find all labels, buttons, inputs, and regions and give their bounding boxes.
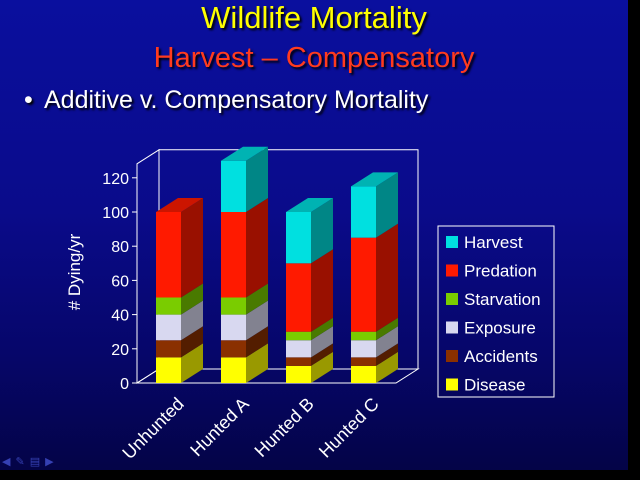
bar-segment-starvation <box>156 297 181 315</box>
bar-segment-exposure <box>221 314 246 341</box>
bar-segment-harvest <box>351 186 376 238</box>
y-tick-label: 20 <box>111 342 129 359</box>
legend-swatch-disease <box>446 378 458 391</box>
y-tick-label: 60 <box>111 273 129 290</box>
bar-segment-predation <box>156 212 181 298</box>
legend-label: Accidents <box>464 347 538 366</box>
bar-side-accidents <box>376 343 398 366</box>
y-tick-label: 80 <box>111 239 129 256</box>
bar-side-accidents <box>311 343 333 366</box>
bullet-dot: • <box>24 86 33 114</box>
x-tick-label: Hunted B <box>251 394 318 461</box>
bar-segment-harvest <box>221 160 246 212</box>
y-axis-label: # Dying/yr <box>65 233 84 310</box>
bar-side-harvest <box>376 172 398 238</box>
bar-segment-starvation <box>221 297 246 315</box>
bar-side-disease <box>181 343 203 383</box>
bar-top-hunted-b <box>286 198 333 212</box>
bar-side-predation <box>311 249 333 332</box>
legend-label: Disease <box>464 376 525 395</box>
bar-side-disease <box>311 351 333 383</box>
bar-side-disease <box>246 343 268 383</box>
slide-subtitle: Harvest – Compensatory <box>153 42 475 74</box>
bar-segment-starvation <box>286 331 311 341</box>
bar-side-starvation <box>246 283 268 315</box>
bullet-item: • Additive v. Compensatory Mortality <box>24 86 428 115</box>
bar-segment-harvest <box>286 212 311 264</box>
y-tick-label: 100 <box>102 205 129 222</box>
legend-box <box>437 225 555 398</box>
legend-label: Starvation <box>464 290 541 309</box>
screen-border-bottom <box>0 470 640 480</box>
bar-segment-exposure <box>156 314 181 341</box>
bar-side-accidents <box>181 326 203 358</box>
bar-segment-predation <box>286 263 311 332</box>
bar-side-predation <box>181 198 203 298</box>
bar-side-predation <box>246 198 268 298</box>
legend-swatch-predation <box>446 264 458 277</box>
bar-segment-exposure <box>351 340 376 358</box>
bar-side-disease <box>376 351 398 383</box>
bar-side-starvation <box>376 317 398 341</box>
bar-side-starvation <box>311 317 333 341</box>
arrow-left-icon[interactable]: ◀ <box>2 456 11 468</box>
chart-side-wall <box>136 148 160 384</box>
y-tick-label: 120 <box>102 171 129 188</box>
bar-side-exposure <box>311 326 333 358</box>
bar-segment-disease <box>156 357 181 383</box>
bar-segment-accidents <box>156 340 181 358</box>
legend-label: Exposure <box>464 319 536 338</box>
slide-title: Wildlife Mortality <box>201 0 427 35</box>
bar-side-accidents <box>246 326 268 358</box>
bar-side-predation <box>376 223 398 332</box>
bar-top-hunted-c <box>351 172 398 187</box>
bar-side-starvation <box>181 283 203 315</box>
bar-segment-disease <box>351 365 376 383</box>
legend-label: Predation <box>464 262 537 281</box>
x-tick-label: Hunted A <box>186 394 253 461</box>
legend-swatch-exposure <box>446 321 458 334</box>
bar-segment-predation <box>221 212 246 298</box>
bar-segment-predation <box>351 237 376 332</box>
bar-side-harvest <box>246 146 268 212</box>
bar-side-harvest <box>311 198 333 264</box>
bar-side-exposure <box>181 300 203 341</box>
legend-label: Harvest <box>464 233 523 252</box>
legend-swatch-accidents <box>446 350 458 362</box>
bar-segment-accidents <box>286 357 311 366</box>
pen-icon[interactable]: ✎ <box>15 456 25 468</box>
bar-side-exposure <box>246 300 268 341</box>
bar-segment-accidents <box>221 340 246 358</box>
screen-border-right <box>628 0 640 480</box>
menu-icon[interactable]: ▤ <box>29 456 41 468</box>
arrow-right-icon[interactable]: ▶ <box>45 456 54 468</box>
bullet-text: Additive v. Compensatory Mortality <box>44 86 429 114</box>
y-tick-label: 40 <box>111 308 129 325</box>
bar-segment-accidents <box>351 357 376 366</box>
bar-segment-exposure <box>286 340 311 358</box>
legend-swatch-starvation <box>446 293 458 305</box>
bar-segment-disease <box>221 357 246 383</box>
x-tick-label: Hunted C <box>315 394 383 462</box>
bar-side-exposure <box>376 326 398 358</box>
legend-swatch-harvest <box>446 236 458 248</box>
x-tick-label: Unhunted <box>118 394 187 463</box>
bar-top-hunted-a <box>221 146 268 161</box>
slide: Wildlife Mortality Harvest – Compensator… <box>0 0 628 470</box>
bar-segment-starvation <box>351 331 376 341</box>
bar-segment-disease <box>286 365 311 383</box>
slideshow-nav[interactable]: ◀ ✎ ▤ ▶ <box>2 455 59 468</box>
bar-top-unhunted <box>156 198 203 212</box>
y-tick-label: 0 <box>120 376 129 393</box>
